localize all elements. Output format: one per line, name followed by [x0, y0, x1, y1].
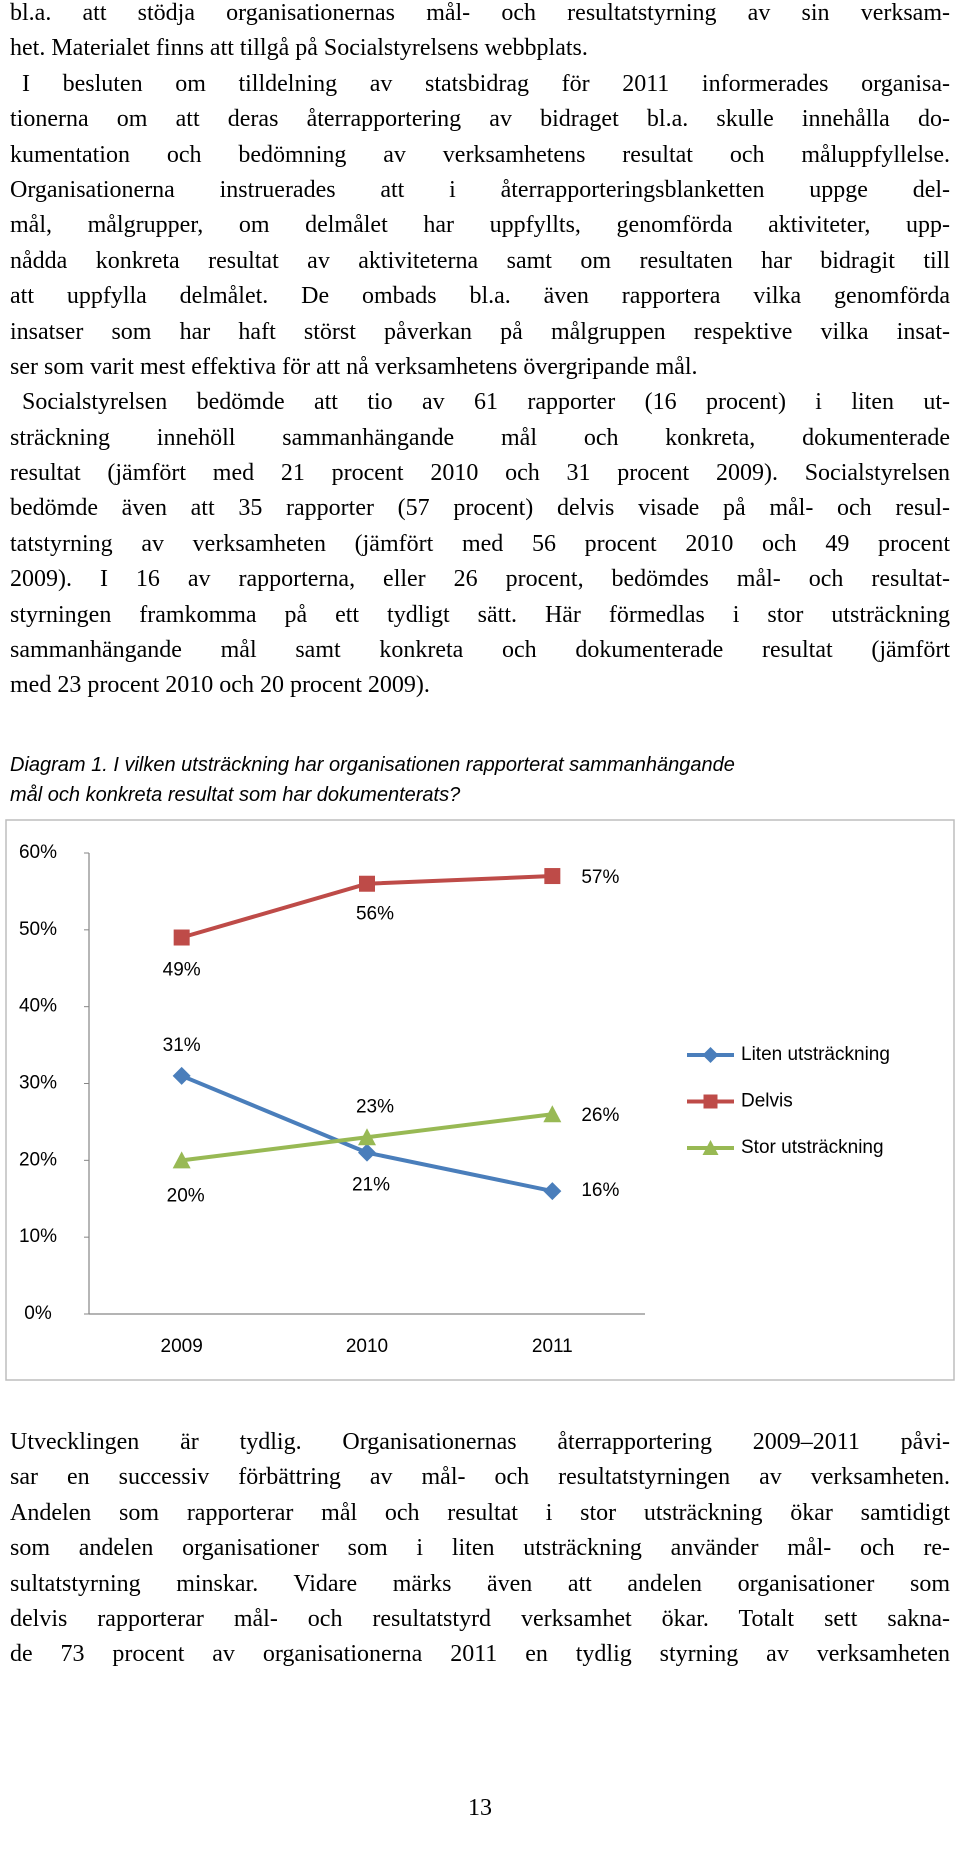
- text-line: sammanhängande mål samt konkreta och dok…: [10, 637, 950, 664]
- data-label: 56%: [356, 904, 394, 925]
- text-line: nådda konkreta resultat av aktiviteterna…: [10, 247, 950, 274]
- text-line: att uppfylla delmålet. De ombads bl.a. ä…: [10, 283, 950, 310]
- text-line: Organisationerna instruerades att i åter…: [10, 176, 950, 203]
- text-line: 2009). I 16 av rapporterna, eller 26 pro…: [10, 566, 950, 593]
- legend-marker: [703, 1094, 718, 1109]
- caption-line: mål och konkreta resultat som har dokume…: [10, 784, 461, 806]
- data-point: [173, 929, 190, 946]
- y-tick-label: 40%: [19, 996, 57, 1017]
- text-line: som andelen organisationer som i liten u…: [10, 1535, 950, 1562]
- text-line: de 73 procent av organisationerna 2011 e…: [10, 1641, 950, 1668]
- legend-label: Liten utsträckning: [741, 1044, 890, 1065]
- figure-caption: Diagram 1. I vilken utsträckning har org…: [10, 750, 735, 810]
- data-label: 26%: [581, 1105, 619, 1126]
- text-line: mål, målgrupper, om delmålet har uppfyll…: [10, 212, 950, 239]
- x-tick-label: 2009: [161, 1336, 203, 1357]
- data-label: 20%: [167, 1185, 205, 1206]
- text-line: I besluten om tilldelning av statsbidrag…: [22, 70, 950, 97]
- text-line: resultat (jämfört med 21 procent 2010 oc…: [10, 460, 950, 487]
- body-text: bl.a. att stödja organisationernas mål- …: [10, 0, 950, 704]
- x-tick-label: 2011: [532, 1336, 573, 1357]
- y-tick-label: 0%: [24, 1303, 52, 1324]
- data-point: [172, 1066, 191, 1085]
- data-point: [543, 1182, 562, 1201]
- page-number: 13: [468, 1795, 492, 1821]
- data-label: 57%: [581, 867, 619, 888]
- y-tick-label: 20%: [19, 1149, 57, 1170]
- data-label: 49%: [163, 960, 201, 981]
- text-line: styrningen framkomma på ett tydligt sätt…: [10, 601, 950, 628]
- data-point: [358, 1128, 376, 1146]
- data-label: 23%: [356, 1096, 394, 1117]
- data-point: [359, 875, 375, 892]
- data-point: [358, 1143, 376, 1162]
- text-line: sar en successiv förbättring av mål- och…: [10, 1464, 950, 1491]
- y-tick-label: 30%: [19, 1073, 57, 1094]
- text-line: het. Materialet finns att tillgå på Soci…: [10, 35, 588, 62]
- text-line: bedömde även att 35 rapporter (57 procen…: [10, 495, 950, 522]
- text-line: Socialstyrelsen bedömde att tio av 61 ra…: [22, 389, 950, 416]
- text-line: Andelen som rapporterar mål och resultat…: [10, 1499, 950, 1526]
- legend-marker: [702, 1140, 719, 1155]
- text-line: sultatstyrning minskar. Vidare märks äve…: [10, 1570, 950, 1597]
- legend-label: Delvis: [741, 1091, 793, 1112]
- text-line: delvis rapporterar mål- och resultatstyr…: [10, 1605, 950, 1632]
- data-label: 21%: [352, 1175, 390, 1196]
- data-point: [172, 1151, 191, 1169]
- text-line: sträckning innehöll sammanhängande mål o…: [10, 424, 950, 451]
- data-point: [543, 1105, 562, 1123]
- text-line: bl.a. att stödja organisationernas mål- …: [10, 0, 950, 26]
- x-tick-label: 2010: [346, 1336, 388, 1357]
- data-label: 31%: [163, 1035, 201, 1056]
- y-tick-label: 60%: [19, 842, 57, 863]
- y-tick-label: 10%: [19, 1226, 57, 1247]
- text-line: kumentation och bedömning av verksamhete…: [10, 141, 950, 168]
- legend-label: Stor utsträckning: [741, 1137, 884, 1158]
- text-line: Utvecklingen är tydlig. Organisationerna…: [10, 1429, 950, 1455]
- data-point: [544, 868, 561, 885]
- text-line: ser som varit mest effektiva för att nå …: [10, 353, 698, 380]
- chart-frame: [5, 819, 955, 1381]
- caption-line: Diagram 1. I vilken utsträckning har org…: [10, 754, 735, 776]
- data-label: 16%: [581, 1180, 619, 1201]
- text-line: tionerna om att deras återrapportering a…: [10, 106, 950, 133]
- text-line: insatser som har haft störst påverkan på…: [10, 318, 950, 345]
- text-line: tatstyrning av verksamheten (jämfört med…: [10, 530, 950, 557]
- legend-marker: [702, 1047, 719, 1063]
- body-text: Utvecklingen är tydlig. Organisationerna…: [10, 1425, 950, 1673]
- text-line: med 23 procent 2010 och 20 procent 2009)…: [10, 672, 430, 699]
- y-tick-label: 50%: [19, 919, 57, 940]
